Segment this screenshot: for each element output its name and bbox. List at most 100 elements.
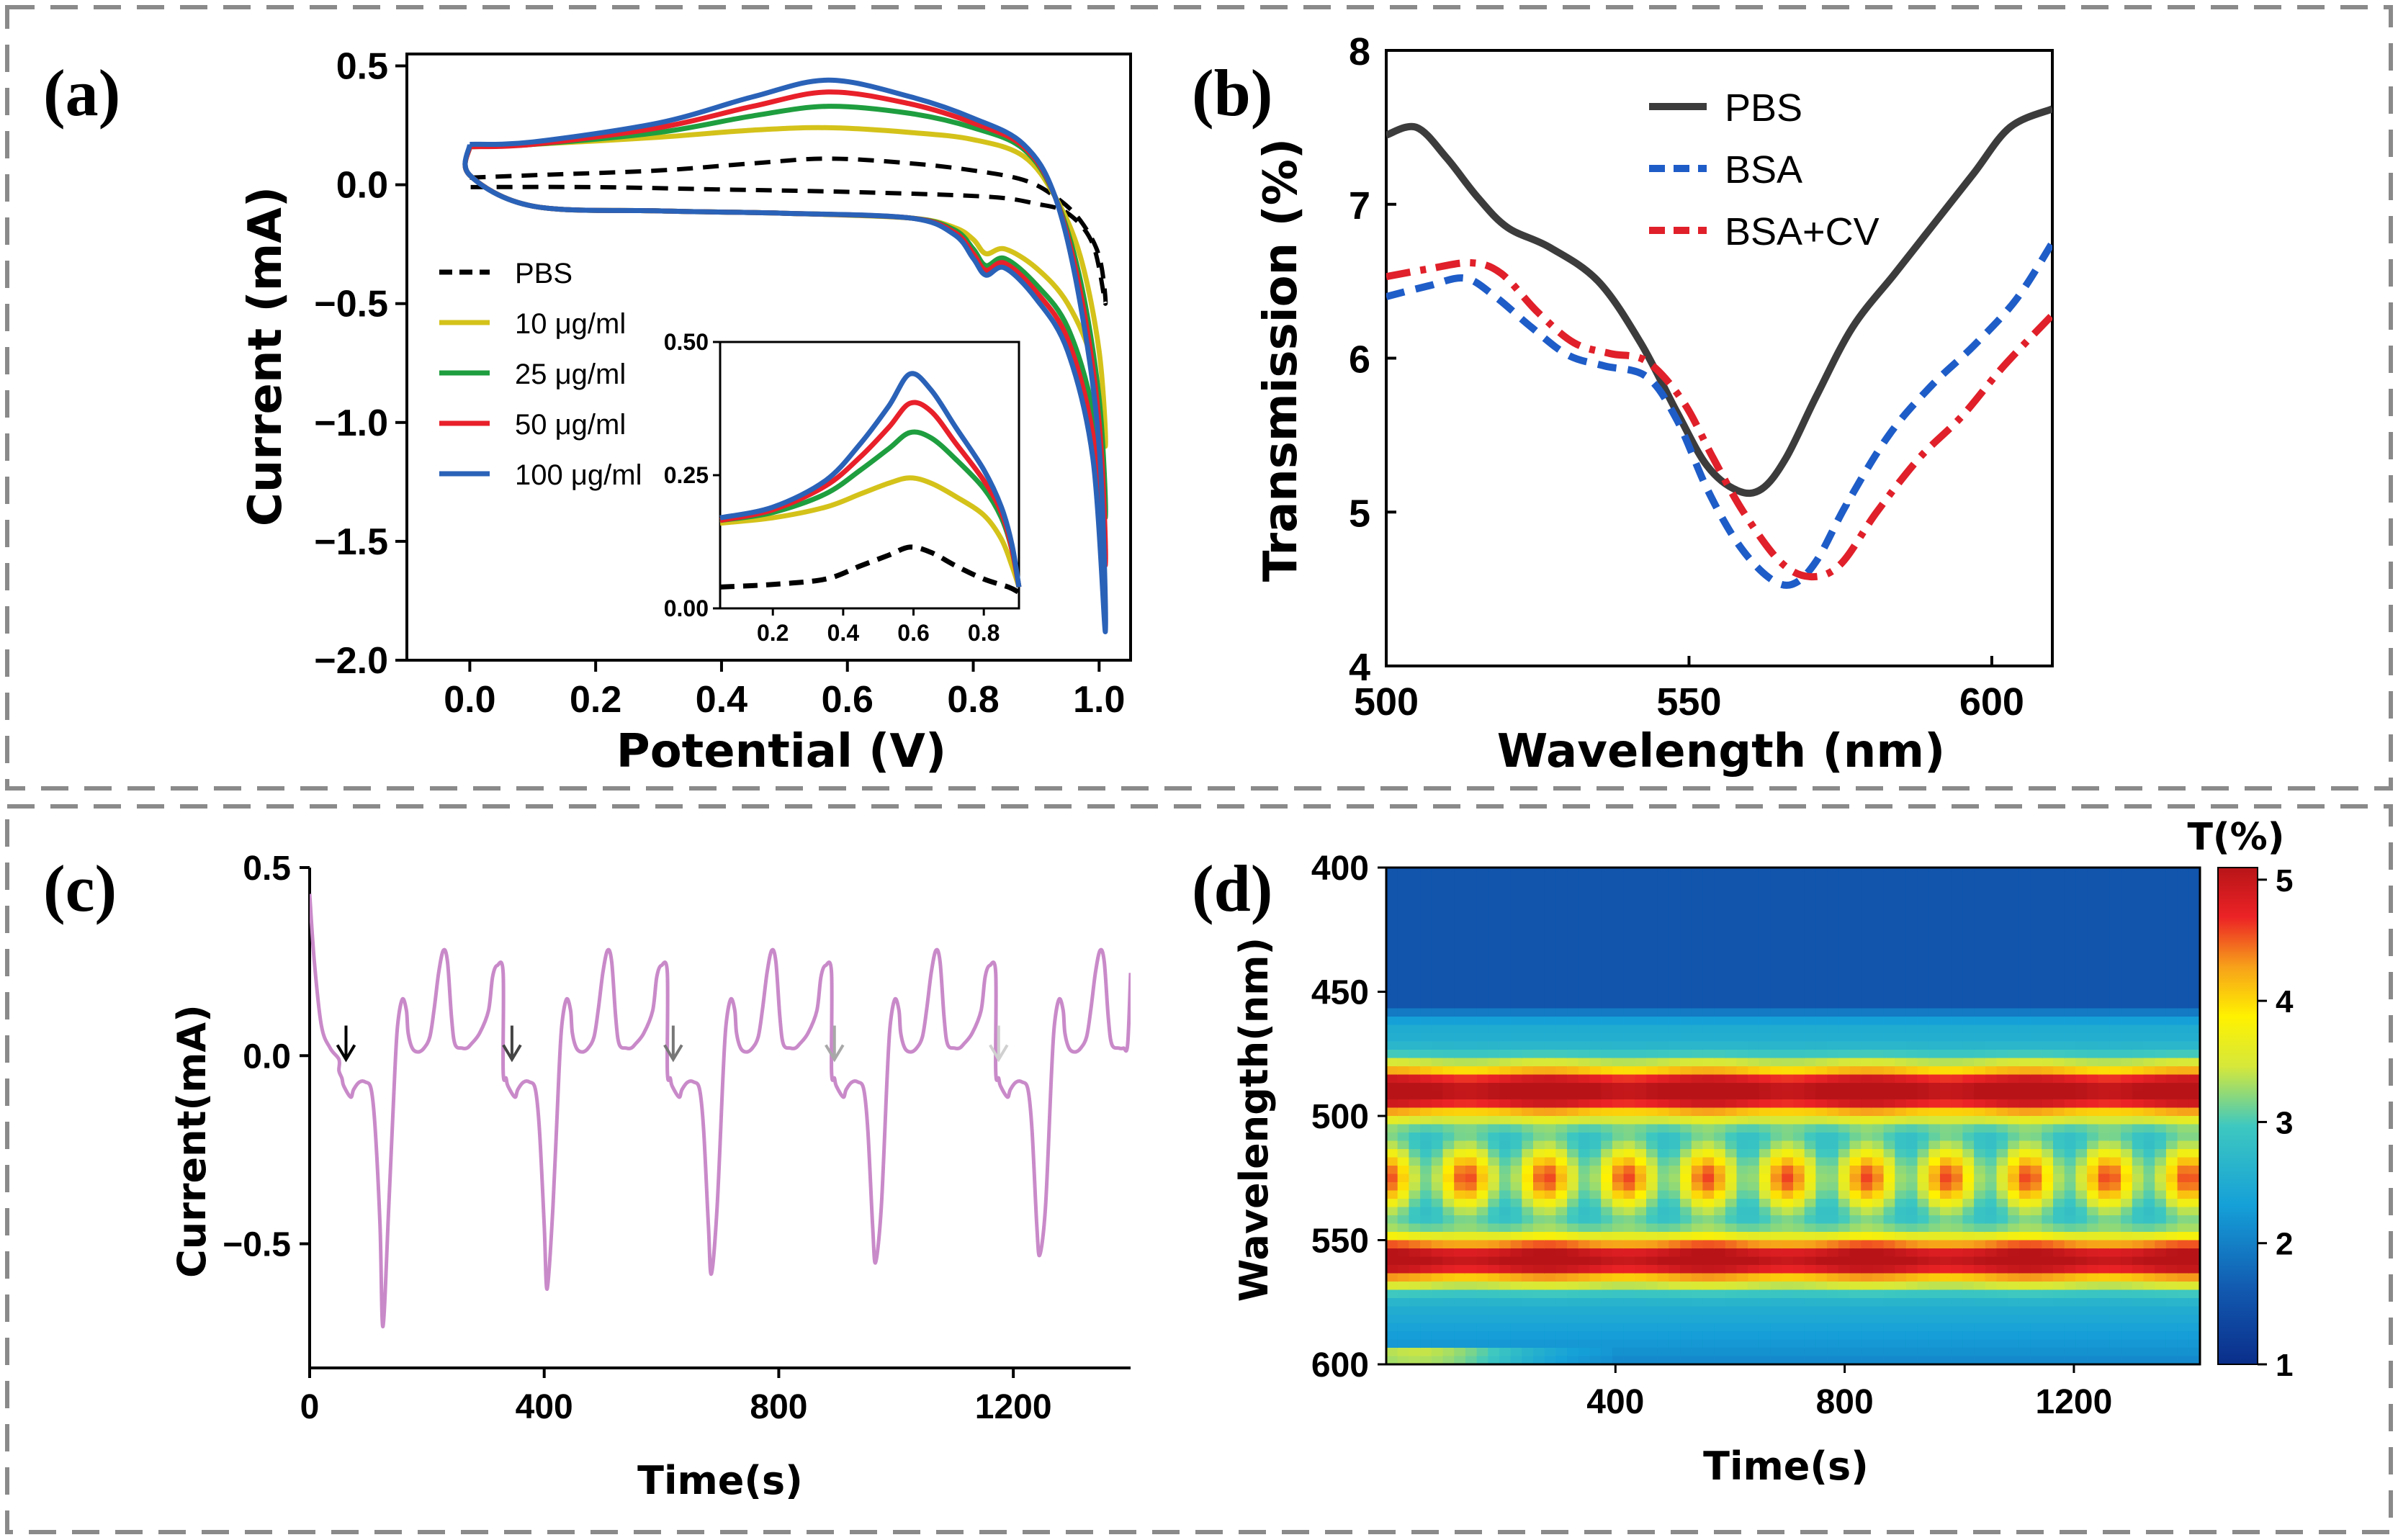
heat-cell <box>1465 1215 1478 1225</box>
heat-cell <box>1782 1033 1794 1043</box>
heat-cell <box>1567 1041 1579 1050</box>
heat-cell <box>1420 1107 1432 1117</box>
heat-cell <box>1476 1140 1489 1150</box>
heat-cell <box>1804 975 1817 984</box>
heat-cell <box>2188 1215 2200 1225</box>
heat-cell <box>2121 1116 2133 1125</box>
heat-cell <box>1442 1149 1455 1158</box>
heat-cell <box>1635 1356 1647 1364</box>
heat-cell <box>2188 909 2200 918</box>
heat-cell <box>2008 1207 2020 1216</box>
heat-cell <box>1544 1298 1557 1307</box>
heat-cell <box>1476 950 1489 960</box>
heat-cell <box>2030 1223 2043 1233</box>
heat-cell <box>1567 1166 1579 1175</box>
heat-cell <box>2143 909 2156 918</box>
heat-cell <box>1623 1315 1636 1324</box>
heat-cell <box>1510 1331 1523 1341</box>
heat-cell <box>1454 1223 1466 1233</box>
heat-cell <box>1510 983 1523 993</box>
heat-cell <box>1827 1157 1839 1166</box>
heat-cell <box>1601 1199 1613 1208</box>
heat-cell <box>1612 884 1625 893</box>
heat-cell <box>2165 1207 2178 1216</box>
heat-cell <box>1985 892 1998 901</box>
heat-cell <box>1465 1182 1478 1192</box>
heat-cell <box>1782 1133 1794 1142</box>
heat-cell <box>1748 1033 1760 1043</box>
heat-cell <box>1499 934 1512 943</box>
heat-cell <box>1488 1149 1500 1158</box>
heat-cell <box>2042 1066 2054 1076</box>
heat-cell <box>1431 1306 1444 1315</box>
heat-cell <box>1510 1124 1523 1133</box>
heat-cell <box>1849 1091 1862 1100</box>
heat-cell <box>2188 1174 2200 1183</box>
heat-cell <box>1409 901 1422 910</box>
heat-cell <box>1533 1074 1545 1084</box>
heat-cell <box>1849 1289 1862 1299</box>
heat-cell <box>1488 1017 1500 1026</box>
heat-cell <box>1578 983 1591 993</box>
heat-cell <box>1793 1091 1805 1100</box>
heat-cell <box>1736 909 1749 918</box>
heat-cell <box>1725 884 1738 893</box>
y-tick-label-c: 0.5 <box>243 850 291 888</box>
heat-cell <box>1454 1323 1466 1332</box>
heat-cell <box>1567 934 1579 943</box>
heat-cell <box>2042 1083 2054 1092</box>
heat-cell <box>1488 1182 1500 1192</box>
heat-cell <box>1386 1182 1398 1192</box>
heat-cell <box>1488 909 1500 918</box>
heat-cell <box>1714 1149 1726 1158</box>
inset-series-line <box>719 371 1022 587</box>
heat-cell <box>1623 1289 1636 1299</box>
heat-cell <box>1770 1232 1783 1241</box>
heat-cell <box>1601 884 1613 893</box>
heat-cell <box>1770 1066 1783 1076</box>
heat-cell <box>2064 1232 2077 1241</box>
heat-cell <box>1510 1041 1523 1050</box>
heat-cell <box>1635 1140 1647 1150</box>
heat-cell <box>2155 1133 2167 1142</box>
heat-cell <box>1578 909 1591 918</box>
heat-cell <box>1849 1140 1862 1150</box>
heat-cell <box>1431 1273 1444 1282</box>
heat-cell <box>1533 1232 1545 1241</box>
heat-cell <box>2075 1273 2088 1282</box>
heat-cell <box>1601 1149 1613 1158</box>
heat-cell <box>1409 975 1422 984</box>
heat-cell <box>1612 1356 1625 1364</box>
heat-cell <box>1691 1041 1704 1050</box>
heat-cell <box>1725 1116 1738 1125</box>
heat-cell <box>1635 1265 1647 1274</box>
heat-cell <box>1917 958 1930 968</box>
heat-cell <box>2042 925 2054 935</box>
heat-cell <box>1714 875 1726 885</box>
heat-cell <box>2155 1074 2167 1084</box>
heat-cell <box>2098 1083 2111 1092</box>
heat-cell <box>1714 1083 1726 1092</box>
heat-cell <box>1601 925 1613 935</box>
heat-cell <box>2075 1017 2088 1026</box>
heat-cell <box>2087 1116 2099 1125</box>
heat-cell <box>2155 1025 2167 1034</box>
heat-cell <box>1397 1182 1410 1192</box>
heat-cell <box>1985 1116 1998 1125</box>
heat-cell <box>1759 1265 1771 1274</box>
heat-cell <box>2018 934 2031 943</box>
heat-cell <box>1454 1050 1466 1059</box>
heat-cell <box>2177 1174 2190 1183</box>
heat-cell <box>1454 1074 1466 1084</box>
heat-cell <box>2064 1074 2077 1084</box>
heat-cell <box>1815 1215 1828 1225</box>
heat-cell <box>1544 1099 1557 1109</box>
heat-cell <box>1895 1166 1907 1175</box>
heat-cell <box>2018 958 2031 968</box>
heat-cell <box>1510 1099 1523 1109</box>
heat-cell <box>1725 868 1738 877</box>
heat-cell <box>1702 1223 1715 1233</box>
heat-cell <box>1499 1190 1512 1199</box>
heat-cell <box>1409 1174 1422 1183</box>
heat-cell <box>1702 1149 1715 1158</box>
